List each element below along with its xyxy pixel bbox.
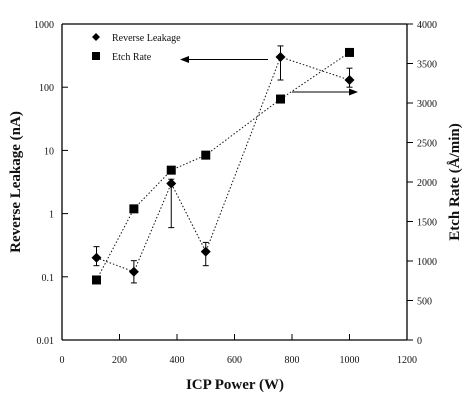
data-point-1-4 [276, 94, 285, 104]
data-point-0-4 [275, 52, 286, 63]
right-axis-title: Etch Rate (Å/min) [447, 123, 463, 240]
legend-label-0: Reverse Leakage [112, 33, 181, 44]
data-point-0-3 [200, 246, 211, 257]
left-tick-label-2: 1 [49, 210, 54, 221]
series-layer [91, 45, 355, 285]
x-tick-label-2: 400 [170, 355, 185, 366]
left-axis-ticks: 0.01 0.1 1 10 100 1000 [34, 20, 68, 347]
series-line-0 [96, 56, 350, 273]
data-point-1-3 [201, 150, 211, 160]
legend-item-0: Reverse Leakage [92, 33, 181, 44]
right-tick-label-3: 1500 [417, 218, 437, 229]
left-tick-label-1: 0.1 [42, 273, 55, 284]
right-tick-label-5: 2500 [417, 139, 437, 150]
x-tick-label-6: 1200 [397, 355, 417, 366]
data-point-1-5 [345, 47, 354, 57]
left-tick-label-3: 10 [44, 146, 54, 157]
data-point-0-0 [91, 252, 102, 263]
right-tick-label-1: 500 [417, 297, 432, 308]
legend-square-marker [92, 52, 100, 60]
legend: Reverse Leakage Etch Rate [92, 33, 181, 63]
annotation-arrows [180, 56, 358, 96]
left-tick-label-4: 100 [39, 83, 54, 94]
legend-item-1: Etch Rate [92, 52, 152, 63]
data-point-1-2 [166, 165, 176, 175]
plot-frame [61, 23, 408, 341]
x-tick-label-3: 600 [227, 355, 242, 366]
arrow-left-head [180, 56, 189, 64]
right-tick-label-0: 0 [417, 336, 422, 347]
right-tick-label-2: 1000 [417, 257, 437, 268]
right-tick-label-6: 3000 [417, 99, 437, 110]
data-point-1-0 [92, 275, 101, 285]
x-tick-label-1: 200 [112, 355, 127, 366]
left-tick-label-5: 1000 [34, 20, 54, 31]
data-point-1-1 [129, 204, 139, 214]
right-tick-label-8: 4000 [417, 20, 437, 31]
arrow-right-head [349, 88, 358, 96]
left-axis-title: Reverse Leakage (nA) [8, 111, 24, 253]
left-tick-label-0: 0.01 [37, 336, 55, 347]
x-axis-title: ICP Power (W) [186, 377, 284, 393]
legend-label-1: Etch Rate [112, 52, 152, 63]
legend-diamond-marker [92, 33, 100, 41]
x-tick-label-5: 1000 [340, 355, 360, 366]
right-tick-label-4: 2000 [417, 178, 437, 189]
series-line-1 [96, 51, 350, 281]
data-point-0-5 [344, 74, 355, 85]
data-point-0-1 [128, 266, 139, 277]
right-axis-ticks: 0 500 1000 1500 2000 2500 3000 3500 4000 [407, 20, 437, 347]
data-point-0-2 [166, 178, 177, 189]
right-tick-label-7: 3500 [417, 60, 437, 71]
x-tick-label-4: 800 [285, 355, 300, 366]
x-axis-ticks: 0 200 400 600 800 1000 1200 [60, 334, 417, 366]
x-tick-label-0: 0 [60, 355, 65, 366]
